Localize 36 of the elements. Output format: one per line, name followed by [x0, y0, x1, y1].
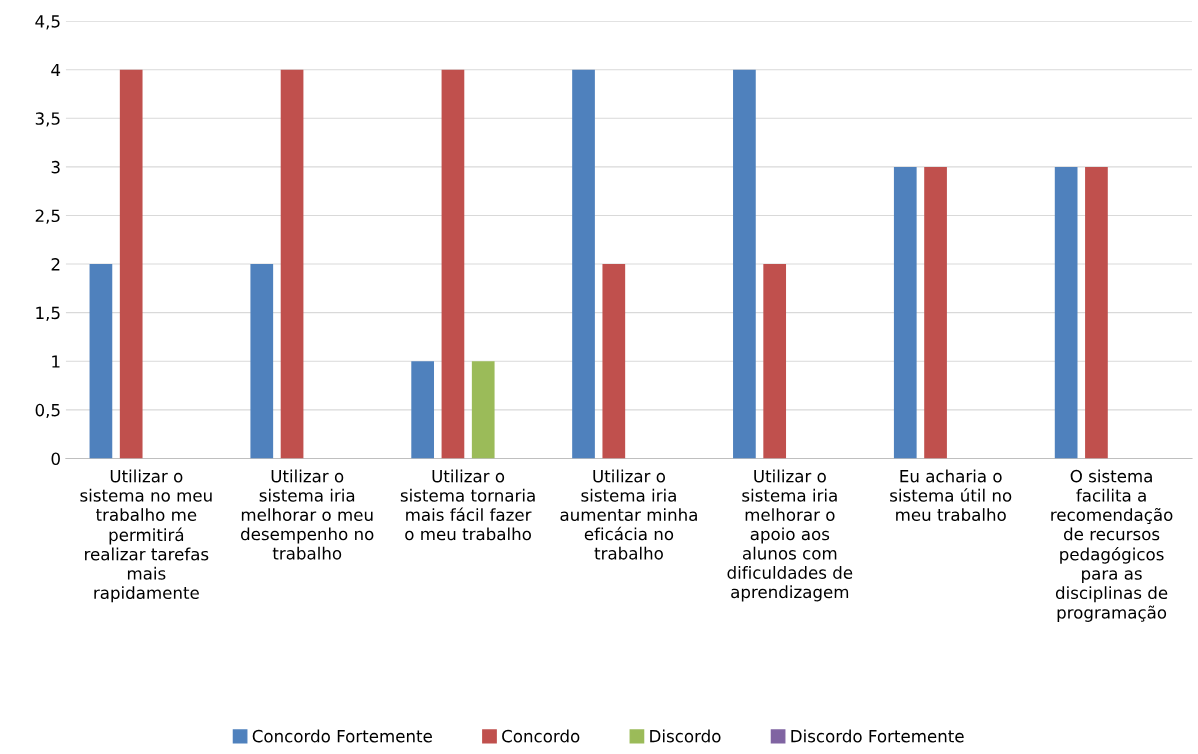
- y-tick-label: 2,5: [35, 209, 60, 224]
- bar: [602, 264, 626, 459]
- bar: [1085, 166, 1108, 459]
- y-tick-label: 0,5: [35, 403, 60, 419]
- bar: [280, 69, 304, 459]
- y-tick-label: 1: [52, 355, 60, 368]
- x-tick-label: Utilizar o sistema iria melhorar o apoio aos alunos com dificuldades de aprendizagem: [727, 469, 853, 602]
- y-tick-label: 4: [51, 63, 61, 77]
- bar: [119, 69, 143, 459]
- x-tick-label: O sistema facilita a recomendação de recursos pedagógicos para as disciplinas de programação: [1051, 469, 1173, 622]
- bar: [733, 69, 756, 459]
- y-tick-label: 2: [51, 258, 60, 271]
- legend-label: Concordo: [502, 729, 580, 743]
- x-tick-label: Utilizar o sistema iria aumentar minha eficácia no trabalho: [560, 469, 697, 560]
- legend-label: Discordo Fortemente: [791, 729, 964, 743]
- y-tick-label: 3: [51, 160, 60, 174]
- bar: [411, 361, 435, 459]
- y-tick-label: 1,5: [36, 306, 60, 321]
- bar: [471, 361, 495, 459]
- bar: [441, 69, 465, 459]
- bar: [572, 69, 595, 459]
- y-tick-label: 3,5: [35, 112, 60, 127]
- legend-label: Discordo: [650, 729, 721, 743]
- bar: [893, 166, 917, 459]
- bar: [763, 264, 787, 459]
- y-tick-label: 4,5: [35, 15, 60, 30]
- y-tick-label: 0: [51, 452, 60, 465]
- bar: [924, 166, 947, 459]
- bar: [89, 264, 113, 459]
- x-tick-label: Utilizar o sistema tornaria mais fácil fazer o meu trabalho: [400, 469, 535, 541]
- bar: [250, 264, 274, 459]
- legend-label: Concordo Fortemente: [252, 729, 432, 743]
- x-tick-label: Utilizar o sistema iria melhorar o meu desempenho no trabalho: [241, 469, 374, 560]
- bar: [1054, 166, 1078, 459]
- x-tick-label: Utilizar o sistema no meu trabalho me permitirá realizar tarefas mais rapidamente: [80, 469, 212, 603]
- x-tick-label: Eu acharia o sistema útil no meu trabalho: [890, 469, 1012, 522]
